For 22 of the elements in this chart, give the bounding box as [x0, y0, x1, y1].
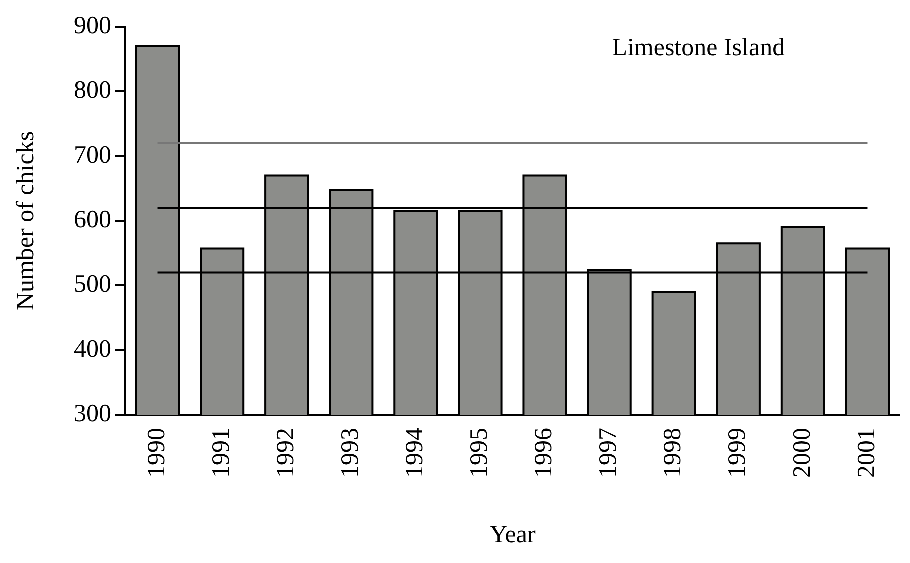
y-tick-label: 400 — [74, 336, 112, 363]
y-tick-label: 700 — [74, 142, 112, 169]
x-tick-label: 1998 — [660, 428, 687, 478]
x-tick-label: 1995 — [466, 428, 494, 478]
x-tick-label: 1994 — [402, 428, 428, 478]
chart-title: Limestone Island — [612, 34, 786, 62]
x-tick-label: 1990 — [143, 428, 170, 478]
x-tick-label: 1992 — [272, 428, 300, 478]
y-tick-label: 300 — [74, 400, 112, 428]
x-tick-label: 1999 — [724, 428, 752, 478]
y-tick-label: 800 — [74, 77, 112, 104]
x-tick-label: 1991 — [208, 428, 235, 478]
y-tick-label: 500 — [74, 271, 112, 298]
x-tick-label: 2000 — [788, 428, 816, 478]
x-tick-label: 2001 — [853, 428, 880, 478]
x-tick-label: 1997 — [595, 428, 622, 478]
x-tick-label: 1996 — [530, 428, 558, 478]
y-tick-label: 900 — [74, 12, 112, 40]
x-axis-title: Year — [490, 522, 536, 549]
y-tick-label: 600 — [74, 206, 112, 234]
y-axis-title: Number of chicks — [12, 131, 40, 311]
x-tick-label: 1993 — [336, 428, 364, 478]
